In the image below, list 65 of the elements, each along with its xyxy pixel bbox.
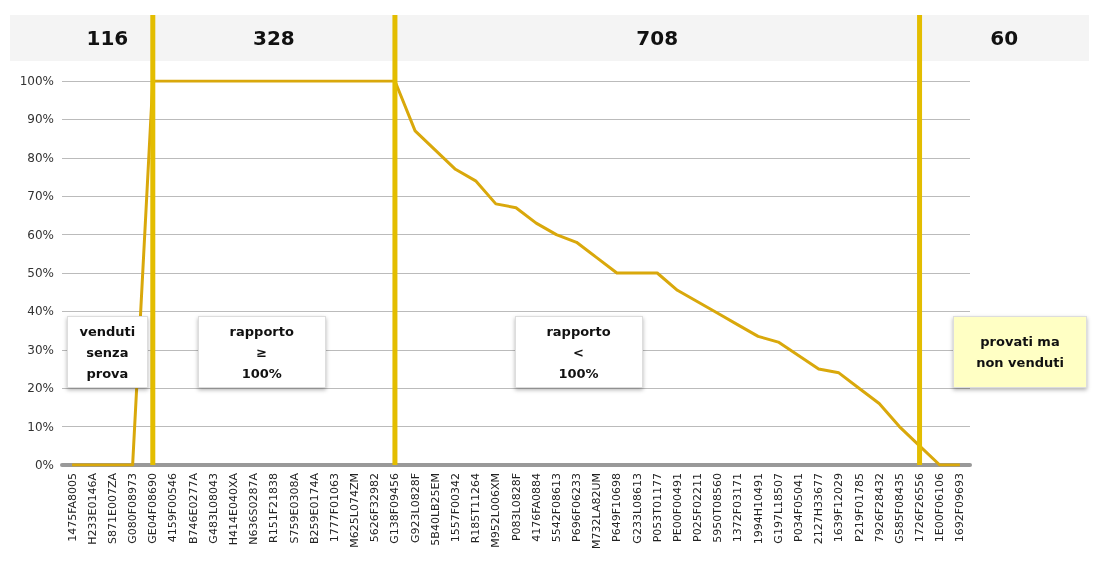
y-tick-label: 0% [34, 458, 54, 472]
line-series [70, 79, 962, 467]
note-box: provati ma non venduti [953, 316, 1087, 388]
x-tick-label: B746E0277A [186, 472, 200, 545]
x-tick-label: B259E0174A [307, 472, 321, 545]
y-tick-label: 10% [27, 419, 54, 434]
x-tick-label: 1692F09693 [953, 473, 967, 543]
x-tick-label: 1372F03171 [731, 473, 745, 543]
x-tick-label: GE04F08690 [146, 473, 160, 544]
x-tick-label: P219F01785 [852, 473, 866, 542]
x-tick-label: 7926F28432 [872, 473, 886, 543]
y-tick-label: 60% [27, 227, 54, 242]
x-tick-label: M952L006XM [489, 473, 503, 548]
x-tick-label: S759E0308A [287, 472, 301, 544]
x-tick-label: G923L0828F [408, 473, 422, 543]
x-tick-label: R151F21838 [267, 473, 281, 543]
x-tick-label: P053T01177 [650, 473, 664, 543]
x-tick-label: G585F08435 [892, 473, 906, 544]
x-tick-label: H233E0146A [85, 472, 99, 545]
note-box: venduti senza prova [67, 316, 148, 388]
y-tick-label: 90% [27, 112, 54, 127]
x-tick-label: 1639F12029 [832, 473, 846, 543]
x-tick-label: M732LA82UM [590, 473, 604, 549]
x-tick-label: G080F08973 [126, 473, 140, 544]
y-tick-label: 100% [19, 74, 54, 88]
x-tick-label: P025F02211 [691, 473, 705, 542]
x-tick-label: 1777F01063 [327, 473, 341, 543]
x-tick-label: 5B40LB25EM [428, 473, 442, 546]
y-tick-label: 50% [27, 266, 54, 280]
x-tick-label: 5950T08560 [711, 473, 725, 543]
x-tick-label: 5542F08613 [549, 473, 563, 543]
x-tick-label: P649F10698 [610, 473, 624, 542]
y-tick-label: 20% [27, 381, 54, 396]
x-tick-label: 1557F00342 [448, 473, 462, 543]
x-tick-label: P696F06233 [570, 473, 584, 542]
x-tick-label: G483L08043 [206, 473, 220, 544]
y-tick-label: 40% [27, 304, 54, 319]
text: 116 [86, 26, 129, 50]
x-tick-label: P034F05041 [791, 473, 805, 542]
x-tick-label: 1475FA8005 [65, 473, 79, 542]
x-tick-label: 4176FA0884 [529, 473, 543, 542]
x-tick-label: 1726F26556 [913, 473, 927, 543]
x-tick-label: R185T11264 [469, 473, 483, 544]
y-tick-label: 30% [27, 342, 54, 357]
y-tick-label: 80% [27, 150, 54, 165]
x-tick-label: P083L0828F [509, 473, 523, 542]
x-tick-label: 4159F00546 [166, 473, 180, 543]
x-tick-label: PE00F00491 [670, 473, 684, 542]
x-tick-label: G233L08613 [630, 473, 644, 544]
x-tick-label: M625L074ZM [348, 473, 362, 548]
x-tick-label: 1E00F06106 [933, 473, 947, 543]
text: 60 [990, 26, 1019, 50]
x-tick-label: 1994H10491 [751, 473, 765, 545]
y-tick-label: 70% [27, 189, 54, 204]
text: 328 [252, 26, 295, 50]
x-tick-label: N636S0287A [247, 472, 261, 545]
x-tick-label: 2127H33677 [812, 473, 826, 545]
x-tick-label: G197L18507 [771, 473, 785, 544]
x-tick-label: G138F09456 [388, 473, 402, 544]
x-tick-label: H414E040XA [227, 472, 241, 546]
text: 708 [636, 26, 679, 50]
x-tick-label: S871E007ZA [105, 472, 119, 544]
note-box: rapporto < 100% [514, 316, 643, 388]
x-tick-label: 5626F32982 [368, 473, 382, 543]
note-box: rapporto ≥ 100% [197, 316, 326, 388]
